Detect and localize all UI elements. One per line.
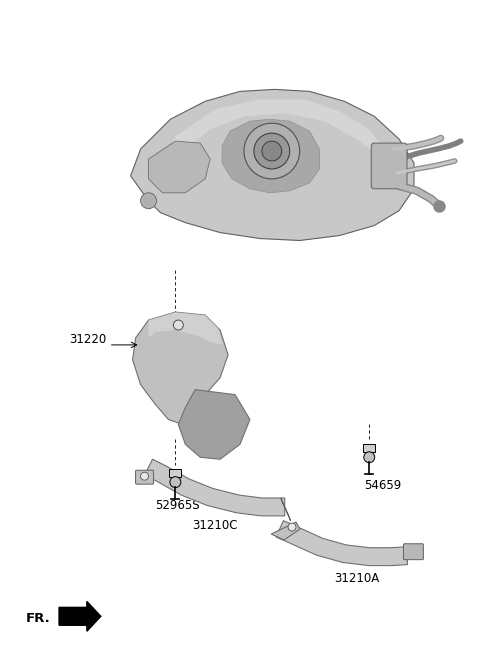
- FancyBboxPatch shape: [404, 544, 423, 560]
- Circle shape: [141, 193, 156, 209]
- Text: 54659: 54659: [364, 479, 402, 492]
- Text: 31220: 31220: [69, 334, 106, 346]
- Text: FR.: FR.: [26, 612, 51, 625]
- Circle shape: [364, 452, 375, 463]
- Polygon shape: [156, 99, 389, 179]
- Text: 31210A: 31210A: [335, 572, 380, 585]
- Circle shape: [262, 141, 282, 161]
- Polygon shape: [148, 141, 210, 193]
- Polygon shape: [271, 522, 300, 540]
- Text: 31210C: 31210C: [192, 519, 238, 532]
- Circle shape: [141, 472, 148, 480]
- Polygon shape: [144, 459, 285, 516]
- Polygon shape: [132, 312, 228, 424]
- Polygon shape: [222, 119, 320, 193]
- Polygon shape: [131, 89, 414, 240]
- Text: 52965S: 52965S: [156, 499, 200, 512]
- Circle shape: [173, 320, 183, 330]
- Polygon shape: [281, 498, 291, 521]
- Polygon shape: [148, 312, 222, 345]
- FancyBboxPatch shape: [363, 444, 375, 452]
- Polygon shape: [59, 601, 101, 631]
- Circle shape: [244, 124, 300, 179]
- Circle shape: [288, 523, 296, 531]
- FancyBboxPatch shape: [169, 469, 181, 477]
- Circle shape: [254, 133, 290, 169]
- Polygon shape: [179, 390, 250, 459]
- Polygon shape: [276, 520, 408, 566]
- FancyBboxPatch shape: [371, 143, 407, 189]
- FancyBboxPatch shape: [135, 470, 154, 484]
- Circle shape: [170, 476, 181, 487]
